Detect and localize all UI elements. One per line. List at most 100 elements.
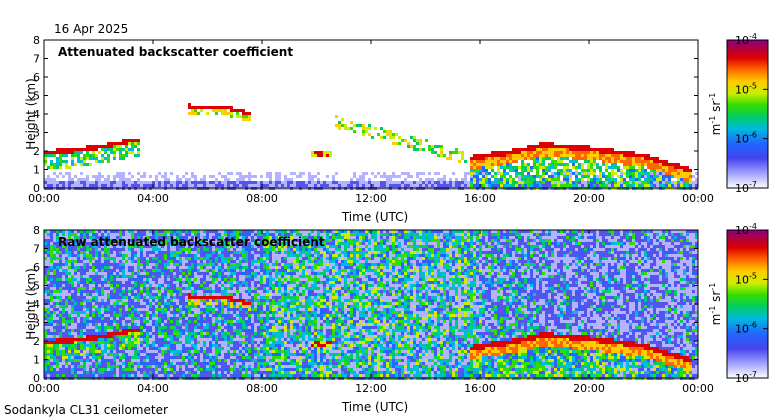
heatmap-cell — [521, 166, 524, 169]
heatmap-cell — [554, 172, 557, 175]
heatmap-cell — [149, 248, 152, 251]
heatmap-cell — [560, 148, 563, 151]
heatmap-cell — [140, 299, 143, 302]
heatmap-cell — [221, 335, 224, 338]
heatmap-cell — [203, 272, 206, 275]
heatmap-cell — [113, 326, 116, 329]
heatmap-cell — [98, 293, 101, 296]
heatmap-cell — [113, 341, 116, 344]
heatmap-cell — [593, 163, 596, 166]
heatmap-cell — [158, 242, 161, 245]
heatmap-cell — [131, 326, 134, 329]
heatmap-cell — [647, 163, 650, 166]
heatmap-cell — [122, 347, 125, 350]
heatmap-cell — [59, 302, 62, 305]
heatmap-cell — [128, 305, 131, 308]
heatmap-cell — [197, 260, 200, 263]
heatmap-cell — [605, 184, 608, 187]
heatmap-cell — [149, 251, 152, 254]
heatmap-cell — [644, 169, 647, 172]
heatmap-cell — [557, 175, 560, 178]
heatmap-cell — [638, 178, 641, 181]
heatmap-cell — [137, 371, 140, 374]
heatmap-cell — [200, 356, 203, 359]
heatmap-cell — [89, 296, 92, 299]
heatmap-cell — [152, 308, 155, 311]
heatmap-cell — [557, 151, 560, 154]
heatmap-cell — [341, 118, 344, 121]
heatmap-cell — [518, 181, 521, 184]
heatmap-cell — [83, 320, 86, 323]
instrument-label: Sodankyla CL31 ceilometer — [4, 403, 168, 417]
heatmap-cell — [209, 365, 212, 368]
heatmap-cell — [86, 356, 89, 359]
heatmap-cell — [179, 323, 182, 326]
colorbar-tick-label: 10-7 — [735, 180, 757, 195]
heatmap-cell — [152, 254, 155, 257]
heatmap-cell — [188, 365, 191, 368]
heatmap-cell — [203, 344, 206, 347]
heatmap-cell — [521, 157, 524, 160]
heatmap-cell — [566, 154, 569, 157]
heatmap-cell — [650, 163, 653, 166]
heatmap-cell — [44, 151, 47, 154]
heatmap-cell — [506, 166, 509, 169]
heatmap-cell — [71, 154, 74, 157]
heatmap-cell — [119, 365, 122, 368]
heatmap-cell — [83, 287, 86, 290]
heatmap-cell — [122, 139, 125, 142]
heatmap-cell — [179, 266, 182, 269]
heatmap-cell — [212, 287, 215, 290]
heatmap-cell — [188, 242, 191, 245]
heatmap-cell — [140, 341, 143, 344]
heatmap-cell — [62, 359, 65, 362]
heatmap-cell — [95, 353, 98, 356]
heatmap-cell — [65, 293, 68, 296]
heatmap-cell — [209, 362, 212, 365]
heatmap-cell — [143, 281, 146, 284]
heatmap-cell — [605, 163, 608, 166]
heatmap-cell — [68, 248, 71, 251]
heatmap-cell — [659, 178, 662, 181]
heatmap-cell — [545, 151, 548, 154]
heatmap-cell — [575, 184, 578, 187]
heatmap-cell — [116, 184, 119, 187]
heatmap-cell — [188, 356, 191, 359]
heatmap-cell — [587, 181, 590, 184]
heatmap-cell — [104, 245, 107, 248]
heatmap-cell — [536, 172, 539, 175]
heatmap-cell — [74, 236, 77, 239]
heatmap-cell — [71, 314, 74, 317]
heatmap-cell — [185, 311, 188, 314]
heatmap-cell — [68, 374, 71, 377]
heatmap-cell — [590, 184, 593, 187]
heatmap-cell — [185, 272, 188, 275]
heatmap-cell — [221, 181, 224, 184]
heatmap-cell — [44, 157, 47, 160]
heatmap-cell — [182, 248, 185, 251]
heatmap-cell — [146, 184, 149, 187]
heatmap-cell — [170, 272, 173, 275]
heatmap-cell — [128, 233, 131, 236]
heatmap-cell — [218, 317, 221, 320]
heatmap-cell — [374, 175, 377, 178]
heatmap-cell — [134, 314, 137, 317]
heatmap-cell — [611, 169, 614, 172]
heatmap-cell — [512, 166, 515, 169]
heatmap-cell — [506, 151, 509, 154]
heatmap-cell — [104, 230, 107, 233]
heatmap-cell — [593, 148, 596, 151]
heatmap-cell — [185, 254, 188, 257]
heatmap-cell — [80, 281, 83, 284]
heatmap-cell — [218, 172, 221, 175]
heatmap-cell — [119, 254, 122, 257]
heatmap-cell — [236, 109, 239, 112]
heatmap-cell — [125, 257, 128, 260]
heatmap-cell — [98, 317, 101, 320]
heatmap-cell — [335, 115, 338, 118]
heatmap-cell — [77, 305, 80, 308]
heatmap-cell — [161, 266, 164, 269]
heatmap-cell — [224, 112, 227, 115]
heatmap-cell — [689, 184, 692, 187]
heatmap-cell — [185, 248, 188, 251]
